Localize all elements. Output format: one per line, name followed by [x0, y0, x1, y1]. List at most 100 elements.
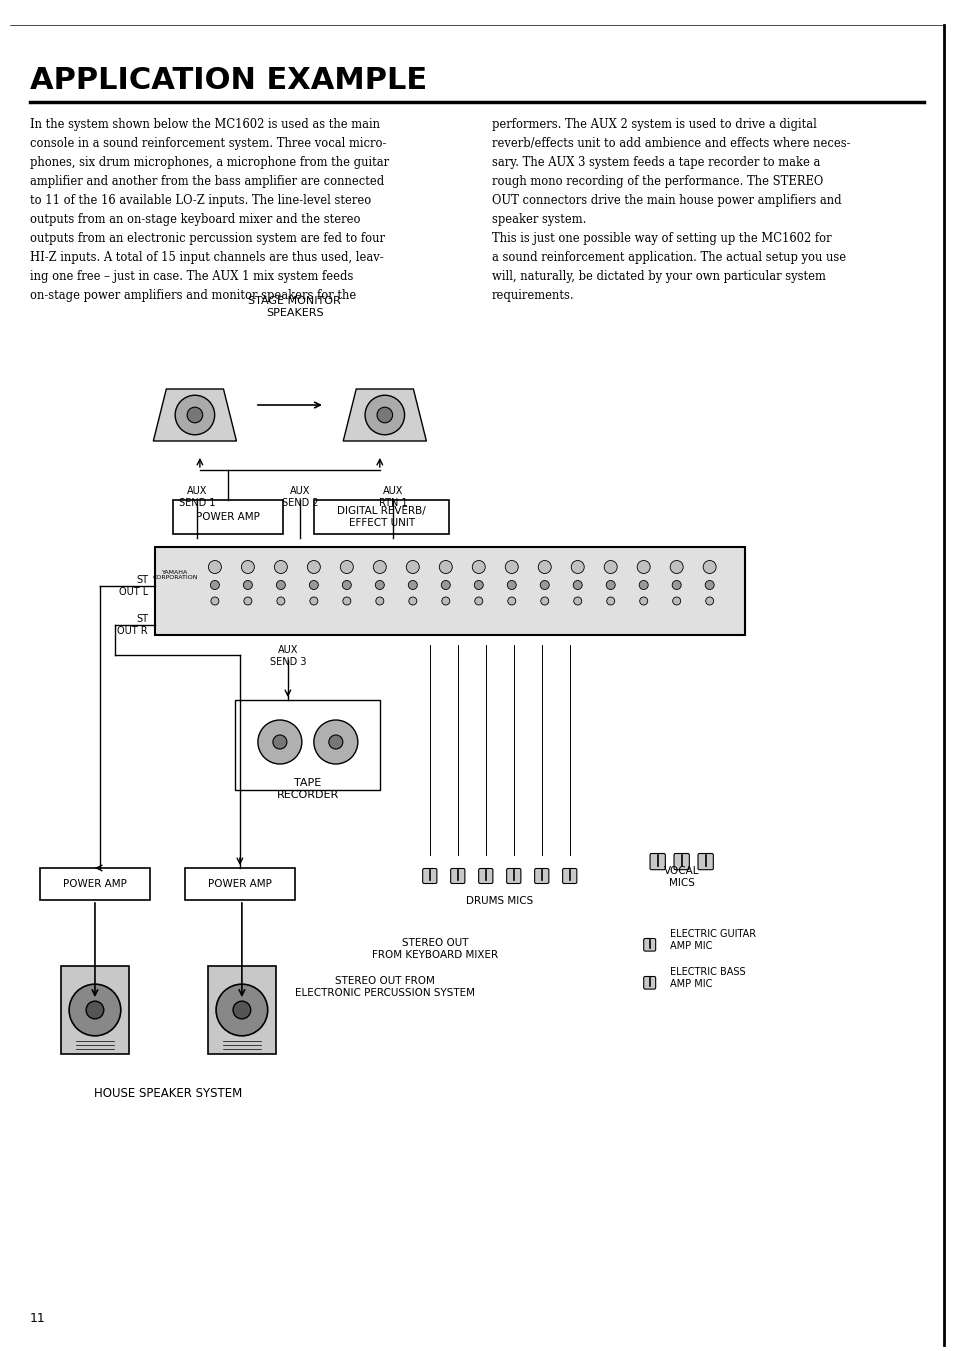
Text: STEREO OUT
FROM KEYBOARD MIXER: STEREO OUT FROM KEYBOARD MIXER: [372, 939, 497, 961]
Circle shape: [571, 561, 583, 574]
Circle shape: [441, 581, 450, 589]
Circle shape: [639, 597, 647, 605]
FancyBboxPatch shape: [40, 867, 150, 900]
Text: TAPE
RECORDER: TAPE RECORDER: [276, 778, 338, 800]
Text: POWER AMP: POWER AMP: [195, 512, 259, 521]
FancyBboxPatch shape: [422, 869, 436, 884]
Text: STEREO OUT FROM
ELECTRONIC PERCUSSION SYSTEM: STEREO OUT FROM ELECTRONIC PERCUSSION SY…: [294, 977, 475, 998]
Text: POWER AMP: POWER AMP: [63, 880, 127, 889]
Text: POWER AMP: POWER AMP: [208, 880, 272, 889]
Circle shape: [639, 581, 647, 589]
Text: ELECTRIC GUITAR
AMP MIC: ELECTRIC GUITAR AMP MIC: [669, 929, 755, 951]
Bar: [61, 966, 129, 1054]
Text: APPLICATION EXAMPLE: APPLICATION EXAMPLE: [30, 66, 427, 95]
Circle shape: [86, 1001, 104, 1019]
Circle shape: [373, 561, 386, 574]
Circle shape: [474, 581, 483, 589]
Circle shape: [408, 581, 416, 589]
FancyBboxPatch shape: [562, 869, 577, 884]
Circle shape: [406, 561, 419, 574]
FancyBboxPatch shape: [154, 547, 744, 635]
Circle shape: [376, 407, 393, 423]
FancyBboxPatch shape: [506, 869, 520, 884]
Circle shape: [365, 396, 404, 435]
FancyBboxPatch shape: [643, 977, 655, 989]
Text: In the system shown below the MC1602 is used as the main
console in a sound rein: In the system shown below the MC1602 is …: [30, 118, 389, 303]
Circle shape: [507, 597, 516, 605]
Circle shape: [314, 720, 357, 765]
Circle shape: [573, 597, 581, 605]
FancyBboxPatch shape: [172, 500, 283, 534]
Circle shape: [475, 597, 482, 605]
Circle shape: [705, 597, 713, 605]
Circle shape: [573, 581, 581, 589]
Circle shape: [672, 597, 679, 605]
Polygon shape: [153, 389, 236, 440]
Circle shape: [472, 561, 485, 574]
FancyBboxPatch shape: [314, 500, 449, 534]
Text: AUX
RTN 1: AUX RTN 1: [378, 486, 407, 508]
Circle shape: [540, 597, 548, 605]
Circle shape: [208, 561, 221, 574]
Circle shape: [211, 597, 218, 605]
Circle shape: [274, 561, 287, 574]
Circle shape: [309, 581, 318, 589]
Circle shape: [233, 1001, 251, 1019]
FancyBboxPatch shape: [185, 867, 294, 900]
Circle shape: [441, 597, 449, 605]
Text: AUX
SEND 3: AUX SEND 3: [270, 644, 306, 666]
Circle shape: [215, 984, 268, 1036]
Circle shape: [539, 581, 549, 589]
Circle shape: [276, 581, 285, 589]
Bar: [208, 966, 275, 1054]
Circle shape: [438, 561, 452, 574]
Circle shape: [307, 561, 320, 574]
FancyBboxPatch shape: [698, 854, 713, 870]
Text: AUX
SEND 2: AUX SEND 2: [281, 486, 318, 508]
Circle shape: [69, 984, 121, 1036]
FancyBboxPatch shape: [450, 869, 464, 884]
Circle shape: [672, 581, 680, 589]
Circle shape: [241, 561, 254, 574]
Circle shape: [603, 561, 617, 574]
FancyBboxPatch shape: [478, 869, 493, 884]
Text: performers. The AUX 2 system is used to drive a digital
reverb/effects unit to a: performers. The AUX 2 system is used to …: [491, 118, 849, 303]
FancyBboxPatch shape: [649, 854, 664, 870]
Circle shape: [702, 561, 716, 574]
Text: ELECTRIC BASS
AMP MIC: ELECTRIC BASS AMP MIC: [669, 967, 744, 989]
Circle shape: [505, 561, 517, 574]
Text: HOUSE SPEAKER SYSTEM: HOUSE SPEAKER SYSTEM: [93, 1088, 242, 1100]
Circle shape: [211, 581, 219, 589]
Circle shape: [342, 581, 351, 589]
Circle shape: [409, 597, 416, 605]
FancyBboxPatch shape: [235, 700, 380, 790]
Circle shape: [342, 597, 351, 605]
Circle shape: [340, 561, 353, 574]
Circle shape: [669, 561, 682, 574]
Text: DRUMS MICS: DRUMS MICS: [466, 896, 533, 907]
Circle shape: [310, 597, 317, 605]
Circle shape: [273, 735, 287, 748]
Circle shape: [606, 597, 614, 605]
Circle shape: [375, 597, 383, 605]
Text: AUX
SEND 1: AUX SEND 1: [178, 486, 215, 508]
Circle shape: [244, 597, 252, 605]
Polygon shape: [343, 389, 426, 440]
Text: VOCAL
MICS: VOCAL MICS: [663, 866, 699, 888]
Circle shape: [329, 735, 342, 748]
Circle shape: [276, 597, 285, 605]
Text: DIGITAL REVERB/
EFFECT UNIT: DIGITAL REVERB/ EFFECT UNIT: [337, 507, 426, 528]
Text: STAGE MONITOR
SPEAKERS: STAGE MONITOR SPEAKERS: [248, 296, 341, 317]
FancyBboxPatch shape: [674, 854, 689, 870]
Circle shape: [537, 561, 551, 574]
Circle shape: [507, 581, 516, 589]
Text: ST
OUT L: ST OUT L: [118, 576, 148, 597]
Circle shape: [175, 396, 214, 435]
FancyBboxPatch shape: [534, 869, 548, 884]
Text: ST
OUT R: ST OUT R: [117, 615, 148, 636]
Text: YAMAHA
CORPORATION: YAMAHA CORPORATION: [152, 570, 197, 581]
FancyBboxPatch shape: [643, 939, 655, 951]
Circle shape: [187, 407, 202, 423]
Circle shape: [605, 581, 615, 589]
Text: 11: 11: [30, 1312, 46, 1325]
